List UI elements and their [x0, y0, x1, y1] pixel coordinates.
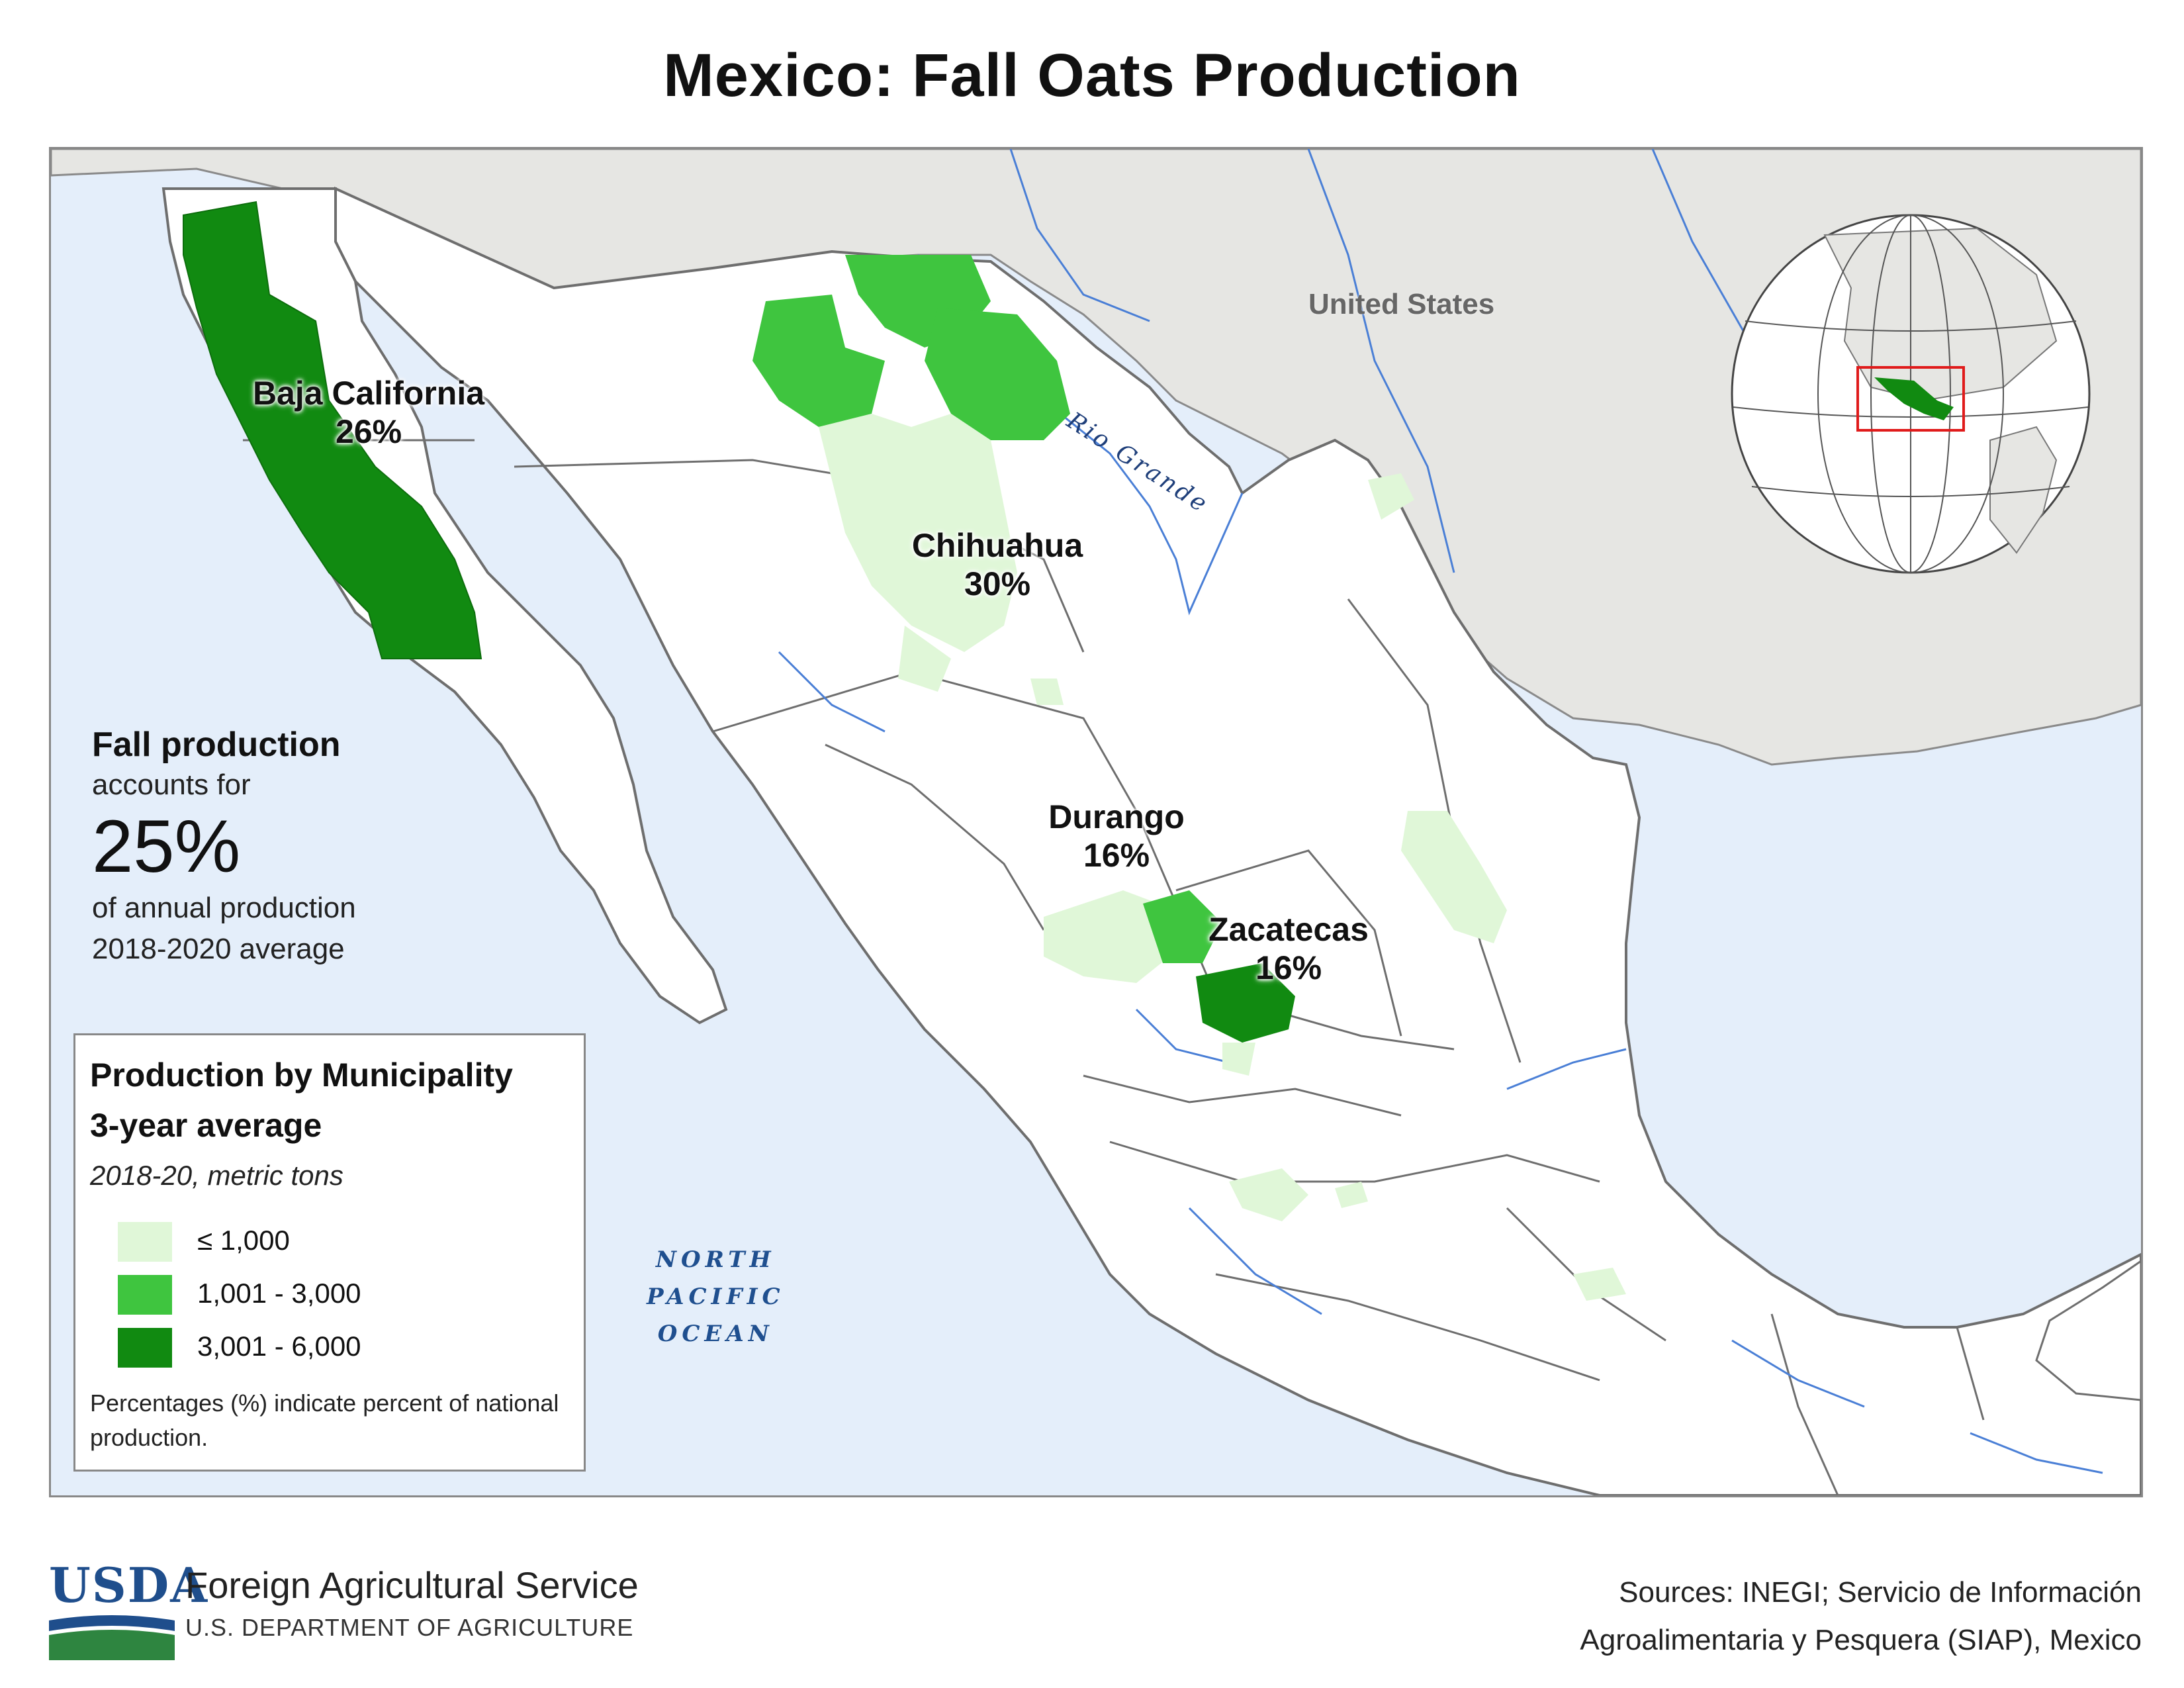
sinaloa-area-low — [1030, 679, 1064, 705]
legend-label-low: ≤ 1,000 — [197, 1225, 290, 1256]
map-title: Mexico: Fall Oats Production — [663, 42, 1521, 109]
summary-line-2: of annual production — [92, 892, 356, 924]
zacatecas-area-high — [1196, 963, 1295, 1043]
ocean-label-line-3: OCEAN — [657, 1321, 774, 1347]
summary-line-3: 2018-2020 average — [92, 933, 345, 965]
durango-area-low — [1044, 890, 1176, 983]
summary-share: 25% — [92, 805, 241, 888]
legend-swatch-mid — [118, 1275, 172, 1315]
state-percent: 30% — [964, 565, 1031, 602]
yucatan-edge — [2035, 1260, 2141, 1401]
legend: Production by Municipality 3-year averag… — [73, 1033, 586, 1472]
usda-wordmark: USDA — [49, 1557, 209, 1613]
legend-label-mid: 1,001 - 3,000 — [197, 1278, 361, 1309]
legend-title-line-1: Production by Municipality — [90, 1056, 513, 1094]
chihuahua-area-low-2 — [898, 626, 951, 692]
state-name: Durango — [1048, 798, 1185, 835]
united-states-label: United States — [1308, 288, 1495, 320]
ocean-label-line-2: PACIFIC — [647, 1284, 785, 1310]
summary-block: Fall production accounts for 25% of annu… — [92, 725, 489, 970]
chihuahua-area-mid-3 — [925, 308, 1070, 440]
globe-mexico-shape — [1874, 377, 1954, 420]
ocean-label: NORTH PACIFIC OCEAN — [647, 1241, 785, 1352]
baja-california-production-area — [183, 201, 482, 659]
state-name: Chihuahua — [911, 527, 1083, 564]
map-frame: United States Rio Grande NORTH PACIFIC O… — [49, 147, 2143, 1497]
legend-label-high: 3,001 - 6,000 — [197, 1331, 361, 1362]
ocean-label-line-1: NORTH — [655, 1246, 776, 1273]
mexico-mainland — [334, 186, 2141, 1495]
legend-subtitle: 2018-20, metric tons — [90, 1160, 343, 1191]
state-percent: 16% — [1255, 949, 1322, 986]
nuevo-leon-area-low — [1368, 473, 1414, 520]
summary-line-1: accounts for — [92, 769, 251, 801]
usda-logo: USDA Foreign Agricultural Service U.S. D… — [49, 1557, 658, 1663]
legend-title: Production by Municipality 3-year averag… — [90, 1050, 513, 1150]
legend-title-line-2: 3-year average — [90, 1107, 322, 1144]
state-percent: 26% — [335, 413, 402, 450]
sources: Sources: INEGI; Servicio de Información … — [1580, 1569, 2142, 1664]
chihuahua-area-low-1 — [819, 414, 1017, 652]
sources-line-2: Agroalimentaria y Pesquera (SIAP), Mexic… — [1580, 1624, 2142, 1656]
legend-note: Percentages (%) indicate percent of nati… — [90, 1389, 559, 1451]
state-label-durango: Durango 16% — [978, 798, 1255, 874]
state-percent: 16% — [1083, 837, 1150, 874]
central-area-low-1 — [1229, 1168, 1308, 1221]
state-label-chihuahua: Chihuahua 30% — [858, 526, 1136, 603]
legend-swatch-low — [118, 1222, 172, 1262]
agency-name: Foreign Agricultural Service — [185, 1564, 639, 1606]
central-area-low-2 — [1335, 1182, 1368, 1208]
globe-locator — [1731, 214, 2091, 574]
globe-locator-box — [1856, 366, 1965, 432]
legend-swatch-high — [118, 1328, 172, 1368]
state-name: Zacatecas — [1208, 911, 1369, 948]
summary-heading: Fall production — [92, 726, 341, 764]
central-area-low-3 — [1573, 1268, 1626, 1301]
department-name: U.S. DEPARTMENT OF AGRICULTURE — [185, 1614, 634, 1641]
sources-line-1: Sources: INEGI; Servicio de Información — [1619, 1576, 2142, 1609]
map-canvas — [51, 149, 2141, 1495]
usda-swoosh-icon — [49, 1615, 175, 1660]
state-name: Baja California — [252, 375, 485, 412]
durango-area-mid — [1143, 890, 1222, 963]
state-label-zacatecas: Zacatecas 16% — [1150, 910, 1428, 987]
coahuila-area-low — [1401, 811, 1507, 943]
zacatecas-area-low — [1222, 1043, 1255, 1076]
chihuahua-area-mid-1 — [752, 295, 885, 427]
state-label-baja-california: Baja California 26% — [203, 374, 534, 451]
